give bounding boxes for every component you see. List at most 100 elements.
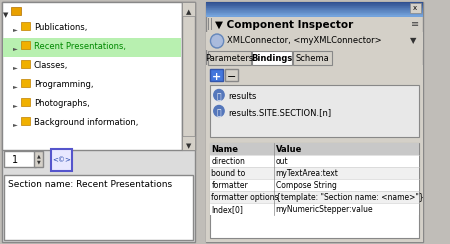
Text: Value: Value <box>275 145 302 154</box>
Bar <box>206 3 423 5</box>
Bar <box>206 8 423 9</box>
Text: ►: ► <box>13 28 18 32</box>
Text: ⓘ: ⓘ <box>216 92 221 101</box>
Bar <box>206 12 423 14</box>
Text: Bindings: Bindings <box>251 54 292 63</box>
Text: ▼: ▼ <box>37 160 40 164</box>
Bar <box>206 10 423 12</box>
Circle shape <box>211 34 224 48</box>
Bar <box>206 10 423 11</box>
Text: ►: ► <box>13 65 18 71</box>
Bar <box>210 203 419 215</box>
Text: Name: Name <box>212 145 239 154</box>
Text: bound to: bound to <box>212 169 246 178</box>
Text: Section name: Recent Presentations: Section name: Recent Presentations <box>8 180 172 189</box>
Bar <box>206 15 423 17</box>
Bar <box>3 38 181 57</box>
Text: ►: ► <box>13 122 18 128</box>
Bar <box>210 191 419 203</box>
Circle shape <box>212 35 222 47</box>
Bar <box>206 7 423 8</box>
Bar <box>2 2 182 150</box>
Bar <box>206 6 423 7</box>
Bar <box>206 6 423 7</box>
Text: out: out <box>275 157 288 166</box>
Text: ►: ► <box>13 84 18 90</box>
Bar <box>21 22 30 30</box>
Bar <box>206 4 423 5</box>
Bar <box>206 8 423 10</box>
Text: direction: direction <box>212 157 245 166</box>
Bar <box>206 11 423 12</box>
Text: −: − <box>226 72 236 82</box>
Bar <box>210 85 419 137</box>
Bar <box>210 143 419 238</box>
Text: formatter: formatter <box>212 181 248 190</box>
Bar <box>206 65 423 242</box>
Bar <box>210 69 223 81</box>
Bar <box>21 117 30 125</box>
Text: ►: ► <box>13 47 18 51</box>
Text: myNumericStepper:value: myNumericStepper:value <box>275 205 373 214</box>
Text: ▲: ▲ <box>37 153 40 159</box>
Bar <box>4 151 36 167</box>
Bar <box>207 51 251 65</box>
Text: ▼: ▼ <box>3 12 9 18</box>
Bar <box>182 2 195 16</box>
Bar <box>210 167 419 179</box>
Bar <box>410 3 421 13</box>
Bar <box>206 9 423 10</box>
Circle shape <box>214 90 224 101</box>
Bar <box>206 15 423 16</box>
Text: results: results <box>229 92 257 101</box>
Bar <box>2 2 195 242</box>
Text: Parameters: Parameters <box>205 54 253 63</box>
Text: x: x <box>413 5 417 11</box>
Bar <box>182 2 195 150</box>
Bar <box>182 136 195 150</box>
Text: ⓘ: ⓘ <box>216 108 221 117</box>
Text: Recent Presentations,: Recent Presentations, <box>34 42 126 51</box>
Text: Photographs,: Photographs, <box>34 99 90 108</box>
Text: XMLConnector, <myXMLConnector>: XMLConnector, <myXMLConnector> <box>226 36 381 45</box>
Text: +: + <box>212 72 221 82</box>
Bar <box>210 179 419 191</box>
Text: Background information,: Background information, <box>34 118 138 127</box>
Text: results.SITE.SECTION.[n]: results.SITE.SECTION.[n] <box>229 108 332 117</box>
Bar <box>210 155 419 167</box>
Bar <box>225 69 238 81</box>
Text: {template: "Section name: <name>"}: {template: "Section name: <name>"} <box>275 193 423 202</box>
Bar <box>206 2 423 242</box>
Bar <box>207 18 208 30</box>
Bar <box>206 5 423 6</box>
Bar <box>206 14 423 15</box>
Text: 1: 1 <box>12 155 18 165</box>
Bar <box>206 3 423 4</box>
Bar <box>4 175 194 240</box>
Bar <box>206 2 423 3</box>
Circle shape <box>214 105 224 116</box>
Bar <box>252 51 292 65</box>
Text: Programming,: Programming, <box>34 80 94 89</box>
Bar <box>210 143 419 155</box>
Bar <box>206 13 423 14</box>
Text: <©>: <©> <box>52 157 71 163</box>
Bar <box>206 32 423 50</box>
Text: myTextArea:text: myTextArea:text <box>275 169 338 178</box>
Text: Classes,: Classes, <box>34 61 68 70</box>
Bar <box>206 12 423 13</box>
Text: Compose String: Compose String <box>275 181 337 190</box>
Bar <box>21 60 30 68</box>
Text: ▼: ▼ <box>410 37 417 45</box>
Circle shape <box>216 92 222 99</box>
Text: Index[0]: Index[0] <box>212 205 243 214</box>
Bar <box>292 51 332 65</box>
Bar <box>21 79 30 87</box>
Text: formatter options: formatter options <box>212 193 279 202</box>
Bar <box>210 18 211 30</box>
Text: ≡: ≡ <box>411 19 419 29</box>
Bar <box>34 151 43 167</box>
Text: ▼: ▼ <box>186 143 191 149</box>
Bar <box>51 149 72 171</box>
Bar <box>21 41 30 49</box>
